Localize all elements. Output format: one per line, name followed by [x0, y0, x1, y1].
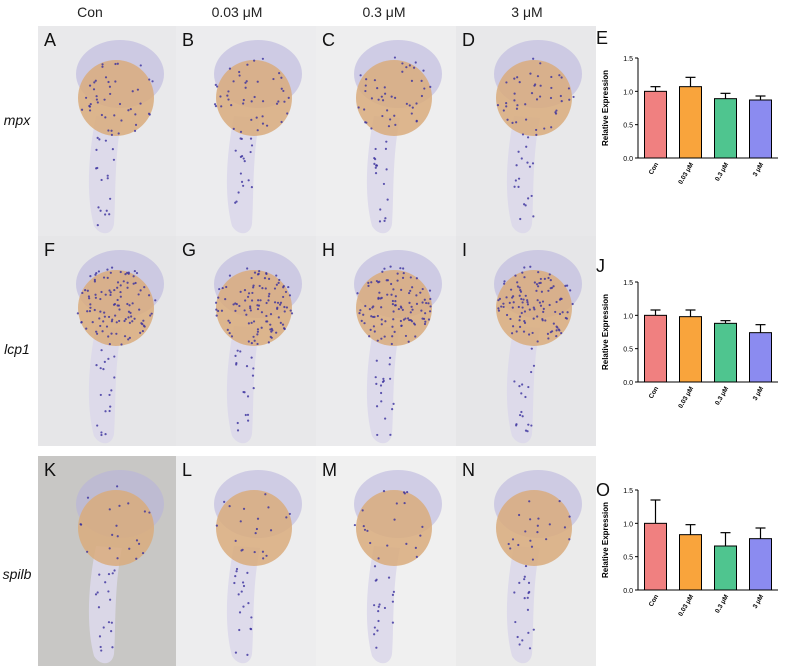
- panel-letter: L: [182, 460, 193, 480]
- embryo-photo: L: [176, 456, 316, 666]
- embryo-photo: A: [38, 26, 178, 236]
- y-axis-label: Relative Expression: [601, 294, 610, 370]
- row-label-spilb: spilb: [2, 566, 32, 582]
- bar: [714, 98, 737, 159]
- panel-letter: M: [322, 460, 337, 480]
- x-tick-label: Con: [648, 161, 660, 175]
- panel-letter: K: [44, 460, 57, 480]
- column-header-con: Con: [77, 4, 103, 20]
- x-tick-label: 3 μM: [752, 386, 765, 402]
- y-tick-label: 0.0: [623, 156, 633, 163]
- y-tick-label: 0.0: [623, 588, 633, 595]
- bar: [679, 316, 702, 383]
- bar: [714, 545, 737, 591]
- x-tick-label: 3 μM: [752, 594, 765, 610]
- embryo-image: [214, 470, 302, 664]
- x-tick-label: Con: [648, 593, 660, 607]
- x-tick-label: 0.3 μM: [714, 162, 730, 183]
- panel-letter: A: [44, 30, 57, 50]
- embryo-photo: M: [316, 456, 456, 666]
- embryo-image: [494, 470, 582, 664]
- x-tick-label: 0.03 μM: [677, 386, 695, 410]
- panel-letter-J: J: [596, 256, 605, 276]
- panel-letter: I: [462, 240, 468, 260]
- panel-letter: F: [44, 240, 55, 260]
- column-header-3: 3 μM: [511, 4, 543, 20]
- panel-letter: B: [182, 30, 195, 50]
- bar: [749, 538, 772, 591]
- panel-letter: H: [322, 240, 335, 260]
- column-header-03: 0.3 μM: [362, 4, 406, 20]
- bar-chart-lcp1: 0.0 0.5 1.0 1.5 Relative Expression Con 0.03 μ…: [590, 272, 790, 437]
- embryo-photo: N: [456, 456, 596, 666]
- embryo-image: [494, 250, 582, 444]
- panel-letter-E: E: [596, 28, 609, 48]
- embryo-photo: K: [38, 456, 178, 666]
- embryo-photo: I: [456, 236, 596, 446]
- row-label-mpx: mpx: [3, 112, 31, 128]
- embryo-image: [354, 250, 442, 444]
- y-tick-label: 1.5: [623, 56, 633, 63]
- panel-letter: D: [462, 30, 475, 50]
- embryo-photo: G: [176, 236, 316, 446]
- x-tick-label: 0.3 μM: [714, 386, 730, 407]
- y-tick-label: 0.5: [623, 123, 633, 130]
- embryo-photo: C: [316, 26, 456, 236]
- embryo-image: [214, 250, 302, 444]
- y-tick-label: 1.0: [623, 89, 633, 96]
- bar: [679, 534, 702, 591]
- bar-chart-mpx: 0.0 0.5 1.0 1.5 Relative Expression Con 0.03 μ…: [590, 48, 790, 213]
- panel-letter-O: O: [596, 480, 611, 500]
- embryo-image: [76, 470, 164, 664]
- column-header-003: 0.03 μM: [211, 4, 263, 20]
- bar: [749, 332, 772, 383]
- embryo-photo: D: [456, 26, 596, 236]
- y-tick-label: 0.0: [623, 380, 633, 387]
- y-axis-label: Relative Expression: [601, 502, 610, 578]
- embryo-image: [494, 40, 582, 234]
- bar: [714, 322, 737, 383]
- x-tick-label: Con: [648, 385, 660, 399]
- row-label-lcp1: lcp1: [4, 341, 30, 357]
- bar: [749, 99, 772, 159]
- embryo-image: [76, 40, 164, 234]
- bar: [644, 90, 667, 159]
- panel-letter: N: [462, 460, 475, 480]
- y-tick-label: 1.5: [623, 488, 633, 495]
- x-tick-label: 0.3 μM: [714, 594, 730, 615]
- embryo-photo: H: [316, 236, 456, 446]
- bar: [644, 522, 667, 591]
- y-tick-label: 0.5: [623, 555, 633, 562]
- embryo-photo: F: [38, 236, 178, 446]
- bar: [679, 86, 702, 159]
- bar-chart-spilb: 0.0 0.5 1.0 1.5 Relative Expression Con 0.03 μ…: [590, 480, 790, 645]
- y-tick-label: 1.0: [623, 521, 633, 528]
- panel-letter: G: [182, 240, 197, 260]
- panel-letter: C: [322, 30, 335, 50]
- embryo-image: [353, 470, 442, 664]
- x-tick-label: 0.03 μM: [677, 162, 695, 186]
- embryo-image: [76, 250, 164, 444]
- embryo-image: [213, 40, 302, 234]
- y-axis-label: Relative Expression: [601, 70, 610, 146]
- embryo-photo: B: [176, 26, 316, 236]
- x-tick-label: 3 μM: [752, 162, 765, 178]
- y-tick-label: 0.5: [623, 347, 633, 354]
- x-tick-label: 0.03 μM: [677, 594, 695, 618]
- y-tick-label: 1.0: [623, 313, 633, 320]
- y-tick-label: 1.5: [623, 280, 633, 287]
- embryo-image: [354, 40, 442, 234]
- bar: [644, 314, 667, 383]
